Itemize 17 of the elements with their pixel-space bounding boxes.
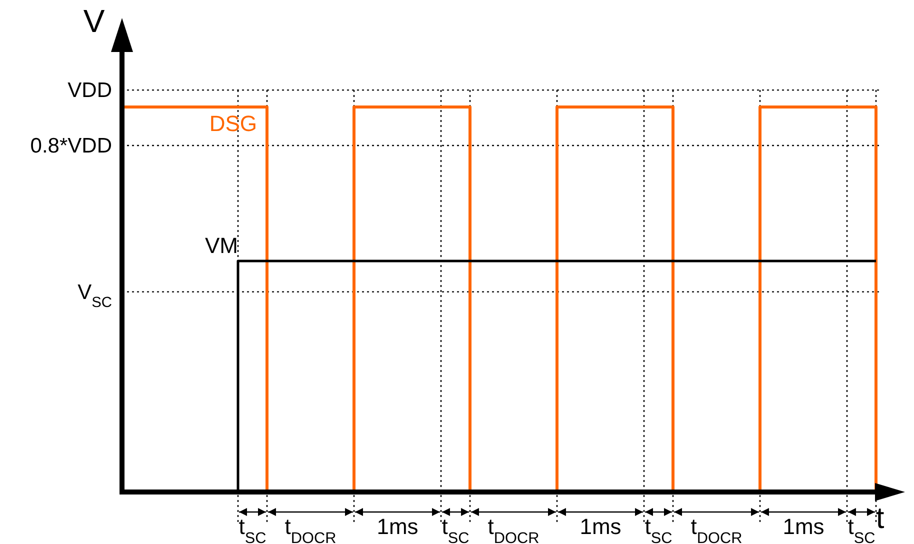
x-tick-label: 1ms bbox=[580, 514, 622, 539]
x-tick-label: t$_{DOCR}$ bbox=[488, 514, 540, 544]
x-tick-label: 1ms bbox=[376, 514, 418, 539]
ref-line-label: VDD bbox=[68, 79, 112, 102]
x-axis-title: t bbox=[876, 502, 885, 535]
x-tick-label: t$_{DOCR}$ bbox=[690, 514, 742, 544]
x-tick-label: t$_{SC}$ bbox=[644, 514, 672, 544]
ref-line-label: V$_{SC}$ bbox=[78, 280, 112, 311]
x-tick-label: t$_{DOCR}$ bbox=[284, 514, 336, 544]
x-tick-label: t$_{SC}$ bbox=[442, 514, 470, 544]
x-tick-label: t$_{SC}$ bbox=[848, 514, 876, 544]
series-label: DSG bbox=[209, 111, 257, 136]
ref-line-label: 0.8*VDD bbox=[30, 134, 112, 158]
x-tick-label: 1ms bbox=[782, 514, 824, 539]
x-tick-label: t$_{SC}$ bbox=[238, 514, 266, 544]
y-axis-title: V bbox=[83, 3, 106, 39]
series-label: VM bbox=[205, 233, 238, 258]
